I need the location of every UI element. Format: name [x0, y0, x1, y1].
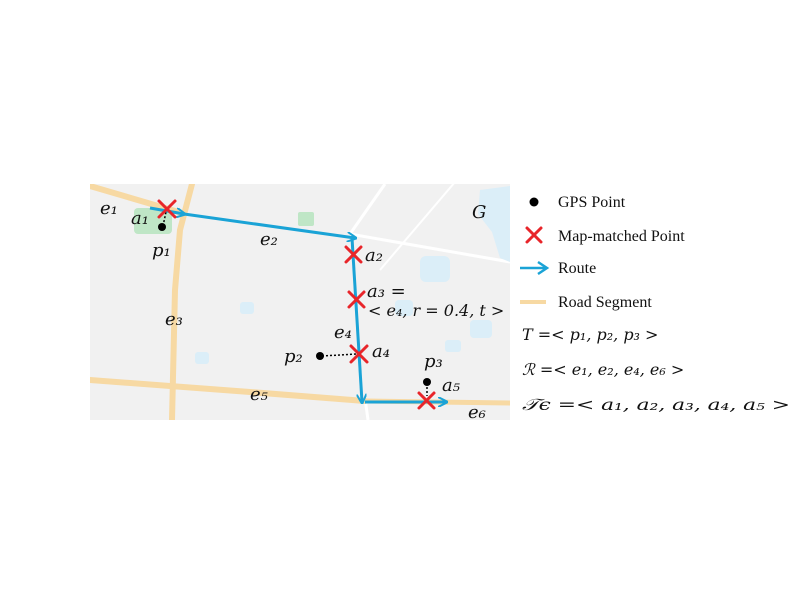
- legend-label-route: Route: [558, 260, 596, 277]
- route-arrow-icon: [520, 260, 550, 276]
- legend-label-road-segment: Road Segment: [558, 294, 652, 311]
- matched-label-a3: a₃ =: [367, 281, 406, 302]
- matched-point-a2: [344, 245, 363, 264]
- match-connectors: [162, 211, 428, 396]
- matched-point-a4: [349, 344, 369, 364]
- legend-label-map-matched-point: Map-matched Point: [558, 228, 685, 245]
- edge-label-e1: e₁: [100, 198, 118, 219]
- gps-label-p3: p₃: [424, 351, 443, 372]
- gps-label-p2: p₂: [284, 346, 303, 367]
- formula-trajectory: 𝑇 =< p₁, p₂, p₃ >: [522, 325, 658, 344]
- edge-label-e5: e₅: [250, 384, 268, 405]
- legend: GPS Point Map-matched Point Route Road S…: [520, 194, 790, 414]
- matched-label-a2: a₂: [365, 245, 383, 266]
- route-e4: [350, 237, 362, 402]
- edge-label-e3: e₃: [165, 309, 183, 330]
- road-e3: [169, 184, 195, 420]
- water-patches: [195, 186, 510, 364]
- formula-matched-trajectory: 𝒯ϵ =< a₁, a₂, a₃, a₄, a₅ >: [522, 395, 790, 414]
- edge-label-e2: e₂: [260, 229, 278, 250]
- a3-tuple: < e₄, r = 0.4, t >: [368, 301, 504, 320]
- route-e2: [183, 212, 355, 238]
- map-panel: e₁ e₂ e₃ e₄ e₅ e₆ p₁ p₂ p₃ a₁ a₂ a₄ a₅ a…: [90, 184, 510, 423]
- matched-label-a1: a₁: [131, 208, 149, 229]
- matched-point-a5: [417, 391, 436, 410]
- edge-label-e6: e₆: [468, 402, 486, 423]
- gps-label-p1: p₁: [152, 240, 171, 261]
- edge-label-e4: e₄: [334, 322, 352, 343]
- gps-point-p3: [423, 378, 431, 386]
- matched-point-a1: [157, 199, 177, 219]
- map-matched-point-icon: [525, 226, 543, 244]
- route: [149, 206, 446, 402]
- region-label: G: [472, 202, 486, 223]
- gps-point-p1: [158, 223, 166, 231]
- legend-label-gps-point: GPS Point: [558, 194, 626, 211]
- matched-label-a5: a₅: [442, 375, 460, 396]
- gps-point-p2: [316, 352, 324, 360]
- gps-point-icon: [529, 197, 539, 207]
- matched-points: [157, 199, 436, 410]
- road-e5: [90, 377, 368, 404]
- gps-points: [158, 223, 431, 386]
- matched-label-a4: a₄: [372, 341, 390, 362]
- formula-route: ℛ =< e₁, e₂, e₄, e₆ >: [522, 360, 684, 379]
- matched-point-a3: [347, 290, 366, 309]
